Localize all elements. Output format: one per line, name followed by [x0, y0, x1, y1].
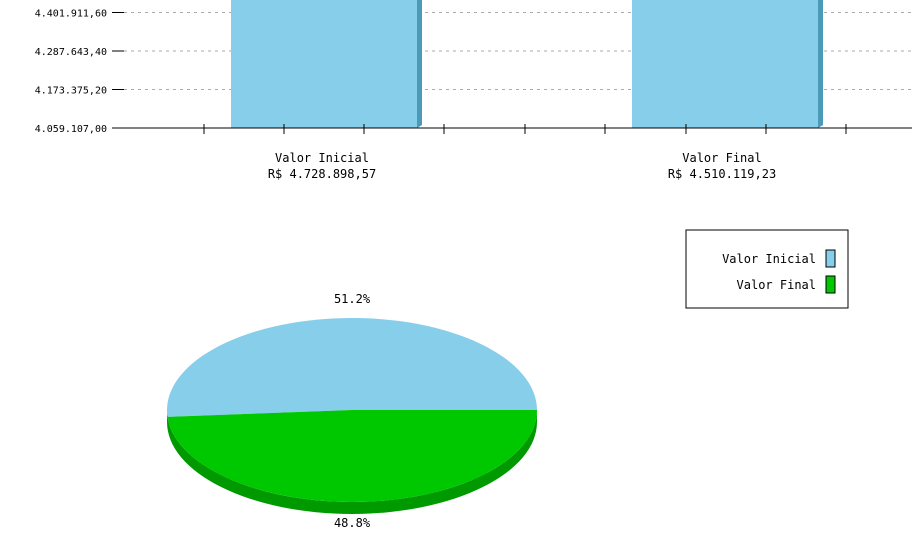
- legend-box: [685, 229, 849, 309]
- pie-percent-label: 51.2%: [334, 292, 371, 306]
- bar-side: [417, 0, 422, 128]
- gridlines: [124, 12, 912, 90]
- legend-label-valor-final: Valor Final: [737, 278, 816, 292]
- y-tick-label: 4.173.375,20: [35, 86, 107, 97]
- y-tick-label: 4.401.911,60: [35, 9, 107, 20]
- bar-chart: 4.059.107,00 4.173.375,20 4.287.643,40 4.40…: [35, 0, 912, 181]
- bar: [632, 0, 818, 128]
- category-value-label: R$ 4.728.898,57: [268, 167, 376, 181]
- pie-slice: [167, 318, 537, 417]
- y-tick-labels: 4.059.107,00 4.173.375,20 4.287.643,40 4.40…: [35, 9, 124, 135]
- y-tick-label: 4.059.107,00: [35, 124, 107, 135]
- legend: Valor Inicial Valor Final: [685, 229, 849, 309]
- category-label: Valor Inicial: [275, 151, 369, 165]
- x-ticks: [203, 124, 847, 134]
- bar-side: [818, 0, 823, 128]
- category-label: Valor Final: [682, 151, 761, 165]
- legend-swatch-valor-final: [825, 275, 836, 294]
- pie-percent-label: 48.8%: [334, 516, 371, 530]
- y-tick-label: 4.287.643,40: [35, 47, 107, 58]
- legend-label-valor-inicial: Valor Inicial: [722, 252, 816, 266]
- legend-swatch-valor-inicial: [825, 249, 836, 268]
- pie-slice: [167, 410, 537, 503]
- category-value-label: R$ 4.510.119,23: [668, 167, 776, 181]
- category-labels: Valor Inicial R$ 4.728.898,57 Valor Final R…: [268, 151, 776, 181]
- bars: [231, 0, 823, 128]
- bar: [231, 0, 417, 128]
- pie-chart: 51.2% 48.8%: [167, 292, 537, 530]
